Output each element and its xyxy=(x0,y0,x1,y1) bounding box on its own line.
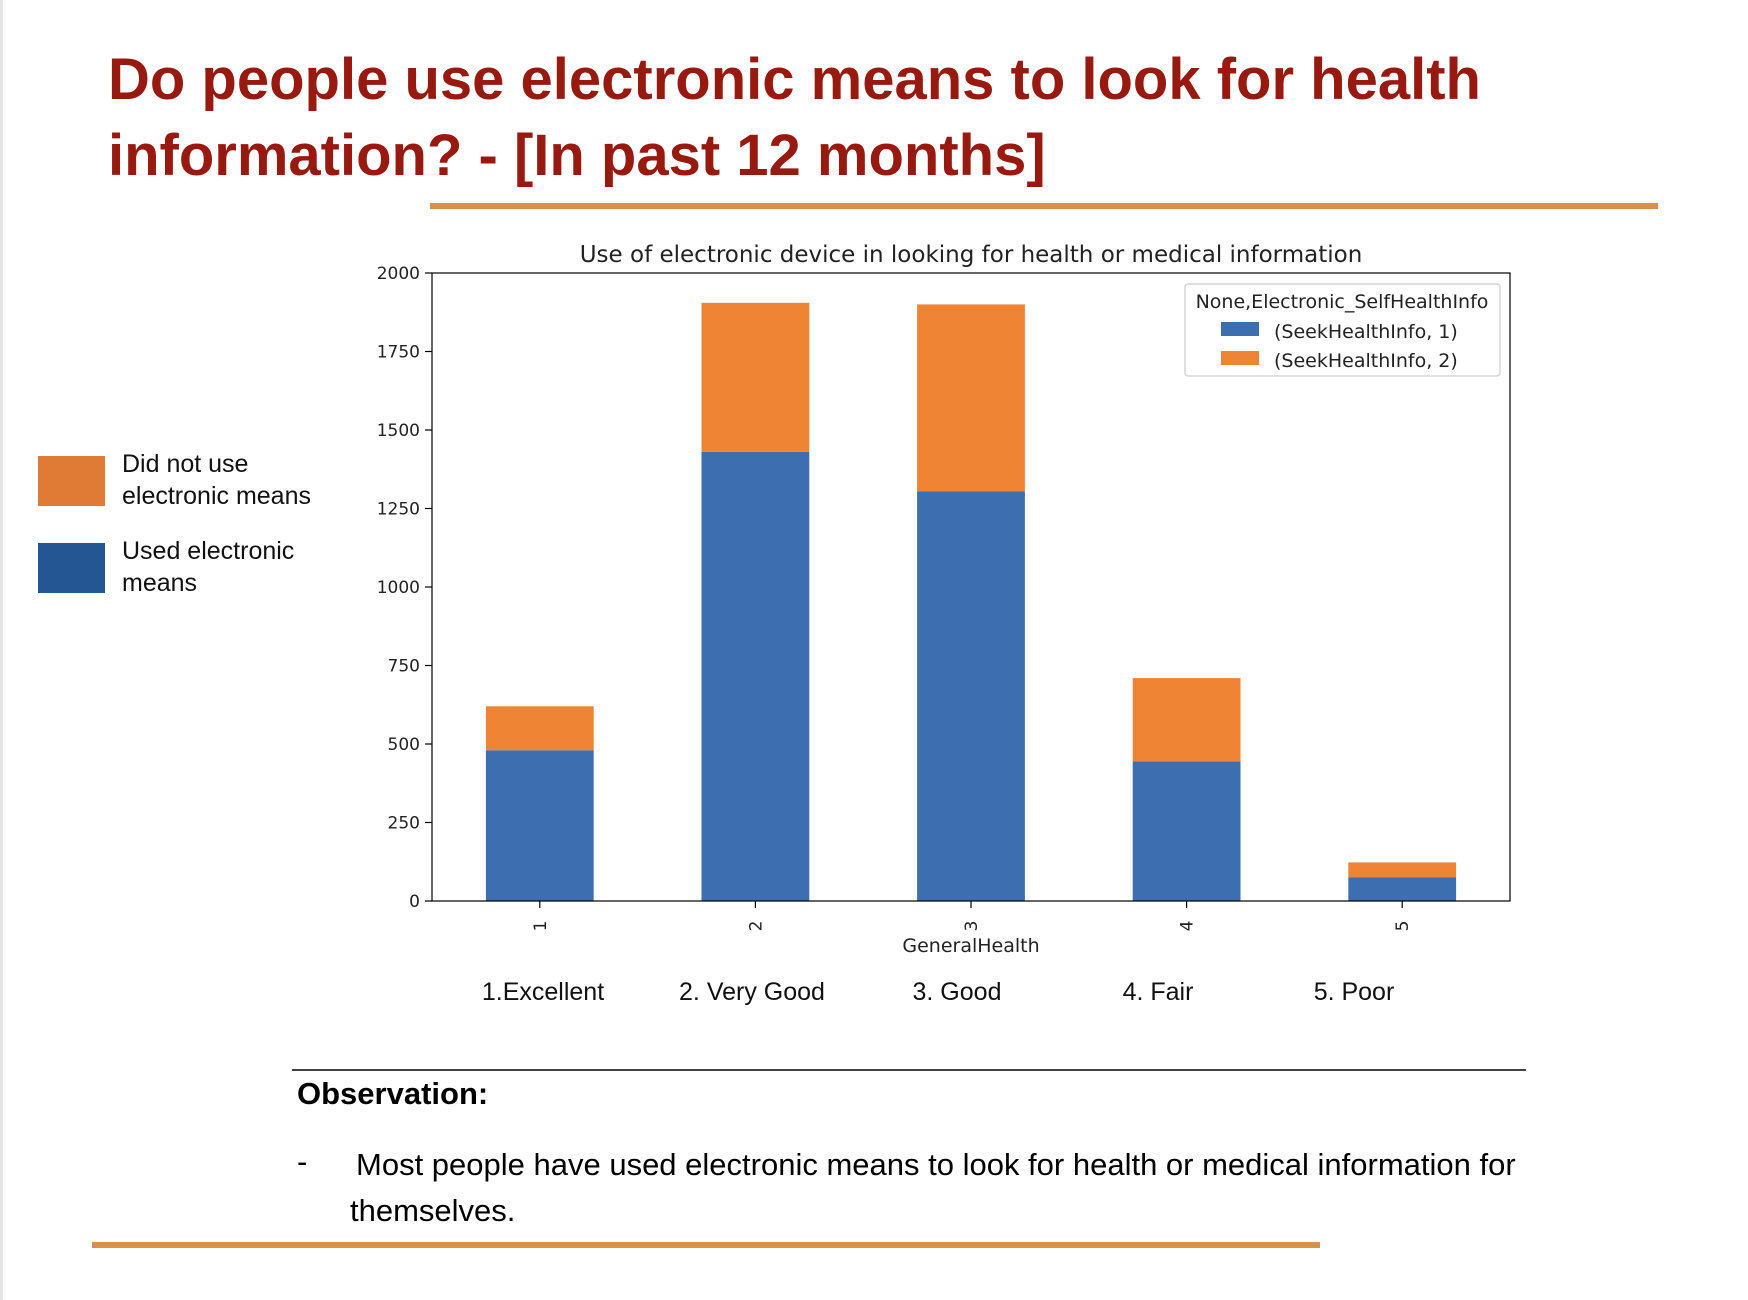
y-tick-label: 1750 xyxy=(377,343,420,363)
y-tick-label: 1250 xyxy=(377,500,420,520)
category-label: 5. Poor xyxy=(1313,978,1395,1006)
slide-title: Do people use electronic means to look f… xyxy=(108,47,1481,188)
legend-swatch-series-1 xyxy=(1221,322,1259,336)
bar-cat3-series-1 xyxy=(917,491,1025,901)
bar-cat3-series-2 xyxy=(917,304,1025,492)
stacked-bar-chart: Use of electronic device in looking for … xyxy=(377,242,1511,957)
side-legend-label: Used electronic means xyxy=(122,537,295,597)
legend-swatch-series-2 xyxy=(1221,351,1259,365)
blue-swatch xyxy=(38,543,105,593)
x-tick-label: 4 xyxy=(1178,921,1198,932)
y-tick-label: 0 xyxy=(409,892,420,912)
bar-cat5-series-1 xyxy=(1348,877,1457,901)
category-label: 2. Very Good xyxy=(679,978,825,1006)
category-label: 1.Excellent xyxy=(481,978,605,1006)
side-legend-label: Did not use electronic means xyxy=(122,450,311,510)
observation-heading: Observation: xyxy=(297,1076,489,1111)
observation-divider xyxy=(292,1069,1526,1071)
legend-title: None,Electronic_SelfHealthInfo xyxy=(1196,291,1489,313)
chart-title: Use of electronic device in looking for … xyxy=(580,242,1363,268)
category-label: 4. Fair xyxy=(1122,978,1194,1006)
y-tick-label: 1500 xyxy=(377,421,420,441)
slide-edge xyxy=(0,0,3,1300)
legend-frame xyxy=(1184,283,1501,377)
x-axis-label: GeneralHealth xyxy=(902,935,1039,957)
bar-cat1-series-2 xyxy=(485,706,594,751)
x-tick-label: 1 xyxy=(531,921,551,932)
bar-cat2-series-1 xyxy=(701,452,810,901)
observation-text: Most people have used electronic means t… xyxy=(350,1147,1516,1228)
bullet-dash: - xyxy=(297,1144,308,1179)
title-underline xyxy=(430,203,1658,209)
category-labels: 1.Excellent 2. Very Good 3. Good 4. Fair… xyxy=(0,978,1748,1018)
category-label: 3. Good xyxy=(912,978,1002,1006)
y-axis: 0 250 500 750 1000 1250 1500 1750 2000 xyxy=(377,264,432,912)
y-tick-label: 500 xyxy=(388,735,420,755)
y-tick-label: 250 xyxy=(388,814,420,834)
x-tick-label: 3 xyxy=(962,921,982,932)
bottom-rule xyxy=(92,1242,1320,1248)
legend-label-series-1: (SeekHealthInfo, 1) xyxy=(1274,321,1458,343)
y-tick-label: 2000 xyxy=(377,264,420,284)
bar-cat1-series-1 xyxy=(485,750,594,901)
x-tick-label: 5 xyxy=(1393,921,1413,932)
y-tick-label: 750 xyxy=(388,657,420,677)
legend-label-series-2: (SeekHealthInfo, 2) xyxy=(1274,350,1458,372)
x-axis: 1 2 3 4 5 xyxy=(531,901,1413,931)
bar-cat2-series-2 xyxy=(701,302,810,452)
x-tick-label: 2 xyxy=(746,921,766,932)
chart-legend: None,Electronic_SelfHealthInfo (SeekHeal… xyxy=(1184,283,1501,377)
bar-cat5-series-2 xyxy=(1348,862,1457,878)
bar-cat4-series-2 xyxy=(1132,678,1241,762)
bar-cat4-series-1 xyxy=(1132,761,1241,901)
bars-group xyxy=(485,302,1457,901)
plot-frame xyxy=(431,272,1511,902)
y-tick-label: 1000 xyxy=(377,578,420,598)
orange-swatch xyxy=(38,456,105,506)
